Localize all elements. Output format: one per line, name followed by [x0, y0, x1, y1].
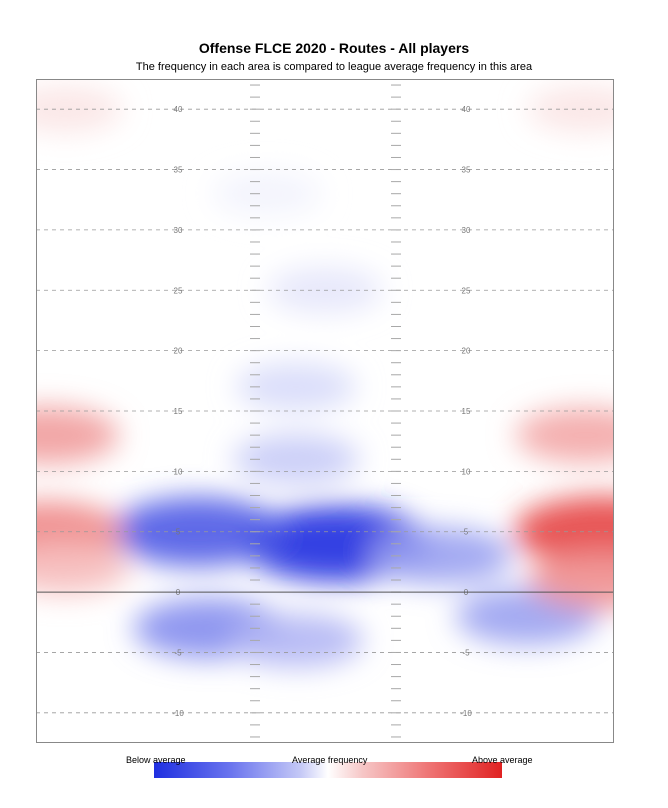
- y-tick-label: 35: [174, 166, 183, 175]
- y-tick-label: 15: [174, 407, 183, 416]
- heat-blob: [36, 541, 130, 594]
- field-heatmap: 40403535303025252020151510105500-5-5-10-…: [36, 79, 614, 743]
- heat-blob: [369, 527, 513, 585]
- heat-blob: [233, 434, 360, 485]
- y-tick-label: -5: [462, 648, 470, 657]
- heat-blob: [236, 362, 357, 411]
- y-tick-label: 15: [462, 407, 471, 416]
- y-tick-label: -10: [172, 709, 184, 718]
- heat-blob: [36, 406, 120, 464]
- heat-blob: [528, 550, 614, 610]
- y-tick-label: 5: [464, 528, 469, 537]
- y-tick-label: 40: [174, 105, 183, 114]
- heat-blob: [527, 86, 614, 133]
- plot-border: [36, 79, 614, 743]
- y-tick-label: 20: [174, 347, 183, 356]
- legend-low-label: Below average: [126, 755, 186, 765]
- legend-high-label: Above average: [472, 755, 533, 765]
- y-tick-label: 10: [174, 467, 183, 476]
- y-tick-label: 30: [462, 226, 471, 235]
- color-scale-bar: [154, 762, 502, 778]
- y-tick-label: -5: [174, 648, 182, 657]
- y-tick-label: 25: [462, 286, 471, 295]
- y-tick-label: -10: [460, 709, 472, 718]
- legend-mid-label: Average frequency: [292, 755, 368, 765]
- y-tick-label: 30: [174, 226, 183, 235]
- heat-blob: [515, 407, 614, 463]
- y-tick-label: 20: [462, 347, 471, 356]
- heat-blob: [212, 171, 323, 216]
- heat-blob: [513, 496, 614, 568]
- y-tick-label: 5: [176, 528, 181, 537]
- y-tick-label: 40: [462, 105, 471, 114]
- y-tick-label: 25: [174, 286, 183, 295]
- heat-blob: [228, 613, 364, 668]
- y-tick-label: 10: [462, 467, 471, 476]
- chart-subtitle: The frequency in each area is compared t…: [135, 61, 533, 73]
- chart-title: Offense FLCE 2020 - Routes - All players: [198, 40, 470, 56]
- y-tick-label: 35: [462, 166, 471, 175]
